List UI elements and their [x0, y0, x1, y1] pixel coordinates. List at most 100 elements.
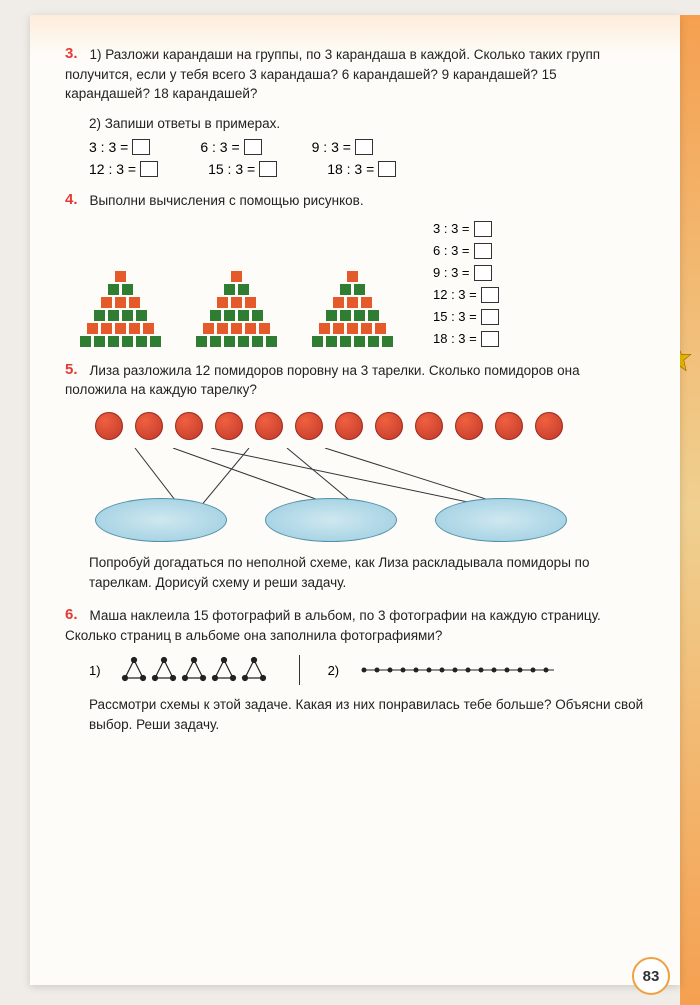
- tomato-icon: [495, 412, 523, 440]
- equation: 12 : 3 =: [89, 161, 158, 177]
- green-square: [224, 310, 235, 321]
- equation: 9 : 3 =: [433, 265, 499, 281]
- orange-square: [101, 323, 112, 334]
- green-square: [326, 336, 337, 347]
- equation: 18 : 3 =: [327, 161, 396, 177]
- green-square: [252, 310, 263, 321]
- orange-square: [217, 323, 228, 334]
- orange-square: [361, 323, 372, 334]
- orange-square: [361, 297, 372, 308]
- pyramid: [196, 271, 277, 347]
- green-square: [238, 336, 249, 347]
- equation: 6 : 3 =: [200, 139, 261, 155]
- textbook-page: 3. 1) Разложи карандаши на группы, по 3 …: [30, 15, 680, 985]
- green-square: [312, 336, 323, 347]
- tomato-icon: [415, 412, 443, 440]
- tomato-row: [95, 412, 645, 440]
- orange-square: [101, 297, 112, 308]
- orange-square: [115, 271, 126, 282]
- green-square: [238, 310, 249, 321]
- tomato-icon: [295, 412, 323, 440]
- orange-square: [319, 323, 330, 334]
- answer-box: [355, 139, 373, 155]
- equation: 6 : 3 =: [433, 243, 499, 259]
- green-square: [94, 310, 105, 321]
- equation: 9 : 3 =: [312, 139, 373, 155]
- task-4: 4. Выполни вычисления с помощью рисунков…: [65, 191, 645, 347]
- orange-square: [259, 323, 270, 334]
- orange-square: [231, 323, 242, 334]
- green-square: [354, 310, 365, 321]
- green-square: [354, 284, 365, 295]
- green-square: [136, 336, 147, 347]
- green-square: [122, 310, 133, 321]
- green-square: [210, 310, 221, 321]
- orange-square: [115, 297, 126, 308]
- divider: [299, 655, 300, 685]
- line-scheme: [359, 664, 559, 676]
- green-square: [122, 284, 133, 295]
- tomato-icon: [255, 412, 283, 440]
- answer-box: [481, 309, 499, 325]
- pyramid-diagram: 3 : 3 =6 : 3 =9 : 3 =12 : 3 =15 : 3 =18 …: [80, 221, 645, 347]
- green-square: [122, 336, 133, 347]
- orange-square: [245, 323, 256, 334]
- tomato-icon: [535, 412, 563, 440]
- green-square: [108, 310, 119, 321]
- task-followup: Рассмотри схемы к этой задаче. Какая из …: [89, 695, 645, 734]
- orange-square: [231, 271, 242, 282]
- orange-square: [217, 297, 228, 308]
- answer-box: [140, 161, 158, 177]
- tomato-icon: [175, 412, 203, 440]
- task-text: 1) Разложи карандаши на группы, по 3 кар…: [65, 47, 600, 101]
- plate: [95, 498, 227, 542]
- green-square: [340, 284, 351, 295]
- task-subtext: 2) Запиши ответы в примерах.: [89, 114, 645, 134]
- task-6: 6. Маша наклеила 15 фотографий в альбом,…: [65, 606, 645, 734]
- task-text: Лиза разложила 12 помидоров поровну на 3…: [65, 363, 580, 398]
- orange-square: [231, 297, 242, 308]
- answer-box: [474, 265, 492, 281]
- equation-row: 12 : 3 = 15 : 3 = 18 : 3 =: [89, 161, 645, 177]
- green-square: [108, 336, 119, 347]
- answer-box: [481, 331, 499, 347]
- green-square: [354, 336, 365, 347]
- green-square: [382, 336, 393, 347]
- green-square: [252, 336, 263, 347]
- orange-square: [333, 323, 344, 334]
- answer-box: [481, 287, 499, 303]
- pyramid: [80, 271, 161, 347]
- triangle-scheme: [121, 656, 271, 684]
- answer-box: [378, 161, 396, 177]
- green-square: [108, 284, 119, 295]
- task-number: 5.: [65, 361, 85, 378]
- equation: 18 : 3 =: [433, 331, 499, 347]
- tomato-icon: [375, 412, 403, 440]
- green-square: [210, 336, 221, 347]
- plate: [435, 498, 567, 542]
- answer-box: [244, 139, 262, 155]
- option-label: 2): [328, 663, 340, 678]
- orange-square: [129, 297, 140, 308]
- green-square: [94, 336, 105, 347]
- green-square: [340, 310, 351, 321]
- tomato-icon: [95, 412, 123, 440]
- tomato-icon: [335, 412, 363, 440]
- green-square: [196, 336, 207, 347]
- orange-square: [245, 297, 256, 308]
- task-followup: Попробуй догадаться по неполной схеме, к…: [89, 553, 645, 592]
- tomato-icon: [215, 412, 243, 440]
- green-square: [266, 336, 277, 347]
- decorative-band: [680, 15, 700, 1005]
- task-5: 5. Лиза разложила 12 помидоров поровну н…: [65, 361, 645, 592]
- answer-box: [259, 161, 277, 177]
- task-number: 4.: [65, 191, 85, 208]
- page-number: 83: [632, 957, 670, 995]
- equation: 12 : 3 =: [433, 287, 499, 303]
- green-square: [80, 336, 91, 347]
- scheme-options: 1) 2): [89, 655, 645, 685]
- orange-square: [129, 323, 140, 334]
- green-square: [326, 310, 337, 321]
- equation: 15 : 3 =: [208, 161, 277, 177]
- green-square: [368, 310, 379, 321]
